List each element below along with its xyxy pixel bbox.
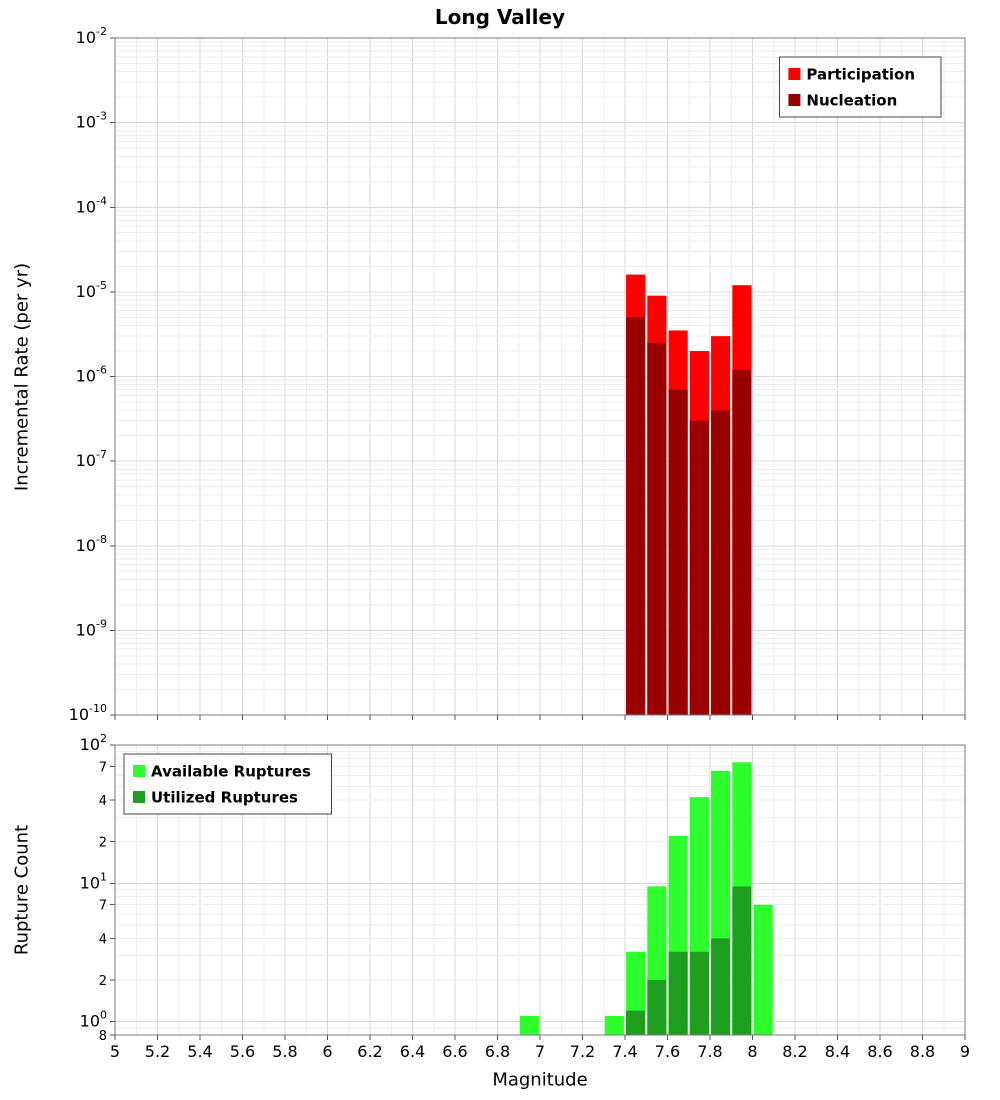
legend-box: [778, 56, 942, 118]
y-tick-label: 102: [80, 732, 107, 754]
bar-utilized-ruptures: [668, 951, 688, 1035]
legend-swatch-available-ruptures: [133, 765, 145, 777]
y-tick-label: 10-8: [76, 533, 107, 555]
y-tick-label: 10-4: [76, 194, 107, 216]
bar-nucleation: [689, 420, 709, 715]
x-tick-label: 6.8: [485, 1042, 510, 1061]
x-tick-label: 8: [747, 1042, 757, 1061]
x-tick-label: 5.2: [145, 1042, 170, 1061]
y-tick-label: 7: [99, 760, 107, 775]
bar-utilized-ruptures: [689, 951, 709, 1035]
bar-utilized-ruptures: [647, 979, 667, 1035]
bar-available-ruptures: [604, 1015, 624, 1035]
bar-available-ruptures: [753, 904, 773, 1035]
y-tick-label: 8: [99, 1029, 107, 1044]
x-axis-label: Magnitude: [492, 1069, 588, 1091]
bar-nucleation: [668, 389, 688, 715]
bar-utilized-ruptures: [626, 1010, 646, 1035]
y-tick-label: 4: [99, 794, 107, 809]
x-tick-label: 7: [535, 1042, 545, 1061]
bar-nucleation: [626, 317, 646, 715]
x-tick-label: 5.8: [272, 1042, 297, 1061]
x-tick-label: 8.6: [867, 1042, 892, 1061]
y-tick-label: 10-10: [69, 702, 107, 724]
y-tick-label: 7: [99, 899, 107, 914]
legend-label-nucleation: Nucleation: [806, 92, 897, 110]
x-tick-label: 6.4: [400, 1042, 425, 1061]
legend-swatch-participation: [788, 68, 801, 80]
y-tick-label: 2: [99, 974, 107, 989]
x-tick-label: 5: [110, 1042, 120, 1061]
bar-available-ruptures: [519, 1015, 539, 1035]
y-tick-label: 10-2: [76, 25, 107, 47]
y-tick-label: 101: [80, 870, 107, 892]
x-tick-label: 6.6: [442, 1042, 467, 1061]
legend-swatch-utilized-ruptures: [133, 791, 145, 803]
bar-nucleation: [711, 410, 731, 715]
x-tick-label: 7.8: [697, 1042, 722, 1061]
legend-label-utilized-ruptures: Utilized Ruptures: [151, 789, 298, 807]
y-tick-label: 10-5: [76, 279, 107, 301]
y-tick-label: 10-7: [76, 448, 107, 470]
y-tick-label: 10-9: [76, 617, 107, 639]
bar-utilized-ruptures: [711, 938, 731, 1035]
x-tick-label: 8.4: [825, 1042, 850, 1061]
x-tick-label: 6.2: [357, 1042, 382, 1061]
y-tick-label: 10-6: [76, 364, 107, 386]
x-tick-label: 7.2: [570, 1042, 595, 1061]
y-tick-label: 4: [99, 932, 107, 947]
x-tick-label: 5.6: [230, 1042, 255, 1061]
bar-utilized-ruptures: [732, 886, 752, 1035]
legend-label-participation: Participation: [806, 66, 915, 84]
rate-panel: 10-2 10-3 10-4 10-5 10-6 10-7 10-8 10-9 10-10 Par…: [69, 25, 966, 724]
x-tick-label: 5.4: [187, 1042, 212, 1061]
legend: Available Ruptures Utilized Ruptures: [123, 753, 333, 815]
legend: Participation Nucleation: [778, 56, 942, 118]
bar-nucleation: [647, 342, 667, 715]
legend-box: [123, 753, 333, 815]
x-tick-label: 9: [960, 1042, 970, 1061]
y-tick-label: 10-3: [76, 110, 107, 132]
x-tick-label: 8.8: [910, 1042, 935, 1061]
legend-swatch-nucleation: [788, 94, 801, 106]
bar-nucleation: [732, 369, 752, 715]
y-tick-label: 2: [99, 836, 107, 851]
x-tick-label: 6: [322, 1042, 332, 1061]
x-tick-label: 7.6: [655, 1042, 680, 1061]
y-tick-label: 100: [80, 1009, 107, 1031]
x-tick-label: 8.2: [782, 1042, 807, 1061]
x-tick-label: 7.4: [612, 1042, 637, 1061]
chart-title: Long Valley: [434, 5, 566, 29]
legend-label-available-ruptures: Available Ruptures: [151, 763, 311, 781]
